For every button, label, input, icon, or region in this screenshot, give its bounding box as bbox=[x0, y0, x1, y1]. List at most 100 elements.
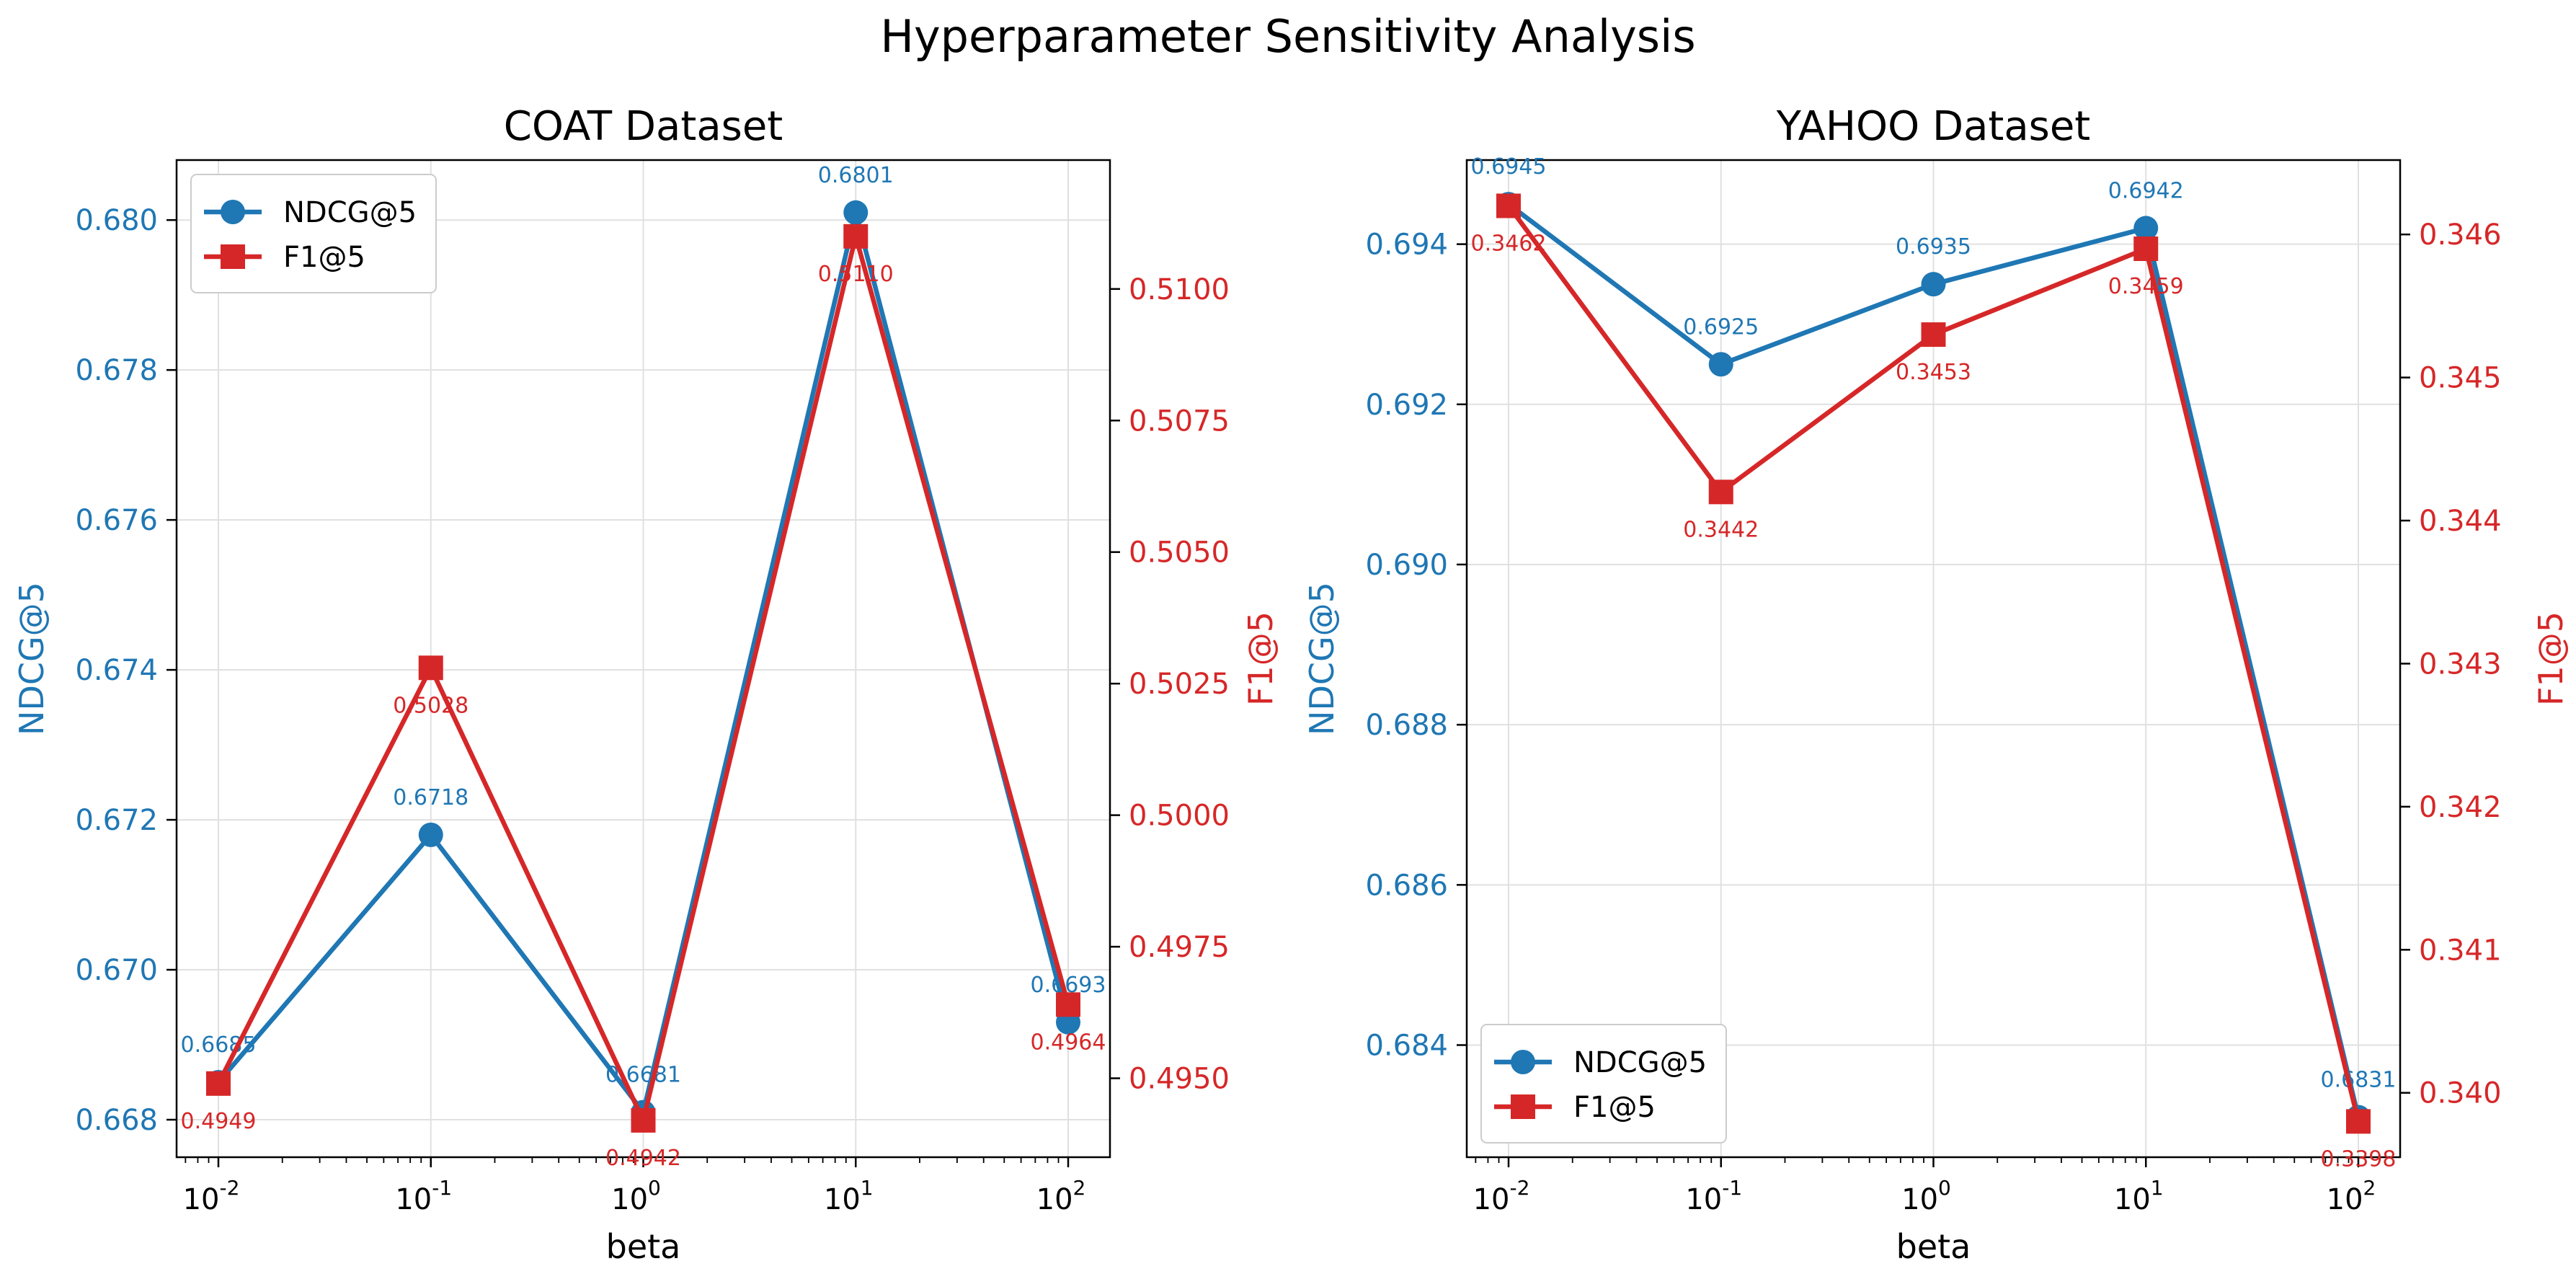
x-axis-ticks: 10-2 10-1 100 101 102 bbox=[1473, 1157, 2376, 1216]
legend: NDCG@5 F1@5 bbox=[1480, 1024, 1727, 1143]
x-tick-exponent: 1 bbox=[861, 1176, 874, 1200]
y-axis-left-ticks: 0.684 0.686 0.688 0.690 0.692 0.694 bbox=[1365, 229, 1467, 1062]
legend-box bbox=[1480, 1024, 1727, 1143]
legend-marker bbox=[1511, 1050, 1535, 1074]
data-label: 0.5028 bbox=[393, 693, 468, 718]
legend-label: NDCG@5 bbox=[283, 196, 417, 229]
data-label: 0.3442 bbox=[1683, 517, 1759, 542]
plot-frame bbox=[175, 159, 1111, 1159]
data-label: 0.4949 bbox=[181, 1109, 257, 1134]
data-point bbox=[1708, 352, 1733, 377]
y-right-tick-label: 0.5050 bbox=[1129, 536, 1230, 570]
x-tick-exponent: -2 bbox=[1509, 1176, 1529, 1200]
data-label: 0.6945 bbox=[1471, 154, 1547, 180]
data-label: 0.4964 bbox=[1031, 1030, 1106, 1055]
x-axis-ticks: 10-2 10-1 100 101 102 bbox=[183, 1157, 1086, 1216]
data-point bbox=[418, 655, 443, 681]
data-label: 0.6935 bbox=[1896, 234, 1971, 260]
legend-label: F1@5 bbox=[283, 241, 365, 274]
y-right-tick-label: 0.345 bbox=[2419, 362, 2502, 395]
f1-series: 0.3462 0.3442 0.3453 0.3459 0.3398 bbox=[1471, 193, 2397, 1172]
y-left-tick-label: 0.690 bbox=[1365, 549, 1448, 582]
y-axis-right-ticks: 0.4950 0.4975 0.5000 0.5025 0.5050 0.5075 0.51… bbox=[1110, 273, 1230, 1096]
y-right-tick-label: 0.5025 bbox=[1129, 668, 1230, 701]
x-tick-label: 100 bbox=[611, 1176, 661, 1216]
data-label: 0.3398 bbox=[2321, 1146, 2397, 1172]
y-right-tick-label: 0.5075 bbox=[1129, 404, 1230, 438]
y-left-tick-label: 0.672 bbox=[75, 804, 158, 837]
data-label: 0.5110 bbox=[818, 262, 894, 287]
x-tick-exponent: -1 bbox=[1722, 1176, 1742, 1200]
y-right-axis-label: F1@5 bbox=[2531, 611, 2570, 706]
data-label: 0.4942 bbox=[605, 1146, 681, 1171]
y-left-tick-label: 0.670 bbox=[75, 954, 158, 987]
ndcg-series: 0.6945 0.6925 0.6935 0.6942 0.6831 bbox=[1471, 154, 2397, 1130]
data-point bbox=[1708, 479, 1733, 505]
x-tick-exponent: 0 bbox=[648, 1176, 661, 1200]
data-point bbox=[843, 200, 869, 225]
data-point bbox=[206, 1071, 231, 1096]
y-right-tick-label: 0.4975 bbox=[1129, 931, 1230, 964]
y-right-tick-label: 0.5000 bbox=[1129, 800, 1230, 833]
data-point bbox=[1056, 992, 1080, 1017]
y-right-tick-label: 0.340 bbox=[2419, 1077, 2502, 1110]
figure-title: Hyperparameter Sensitivity Analysis bbox=[880, 10, 1695, 63]
x-tick-exponent: 2 bbox=[1073, 1176, 1086, 1200]
x-tick-exponent: 0 bbox=[1938, 1176, 1951, 1200]
x-tick-label: 10-2 bbox=[1473, 1176, 1530, 1216]
data-label: 0.6925 bbox=[1683, 314, 1759, 340]
x-tick-label: 10-2 bbox=[183, 1176, 240, 1216]
y-right-tick-label: 0.344 bbox=[2419, 505, 2502, 538]
x-axis-label: beta bbox=[1896, 1227, 1971, 1266]
data-label: 0.3459 bbox=[2108, 274, 2184, 299]
data-point bbox=[1496, 193, 1521, 218]
y-right-tick-label: 0.343 bbox=[2419, 647, 2502, 681]
data-point bbox=[843, 224, 869, 249]
x-tick-exponent: -2 bbox=[219, 1176, 239, 1200]
y-left-tick-label: 0.686 bbox=[1365, 869, 1448, 902]
legend: NDCG@5 F1@5 bbox=[190, 174, 437, 293]
x-tick-label: 101 bbox=[824, 1176, 874, 1216]
data-point bbox=[631, 1107, 656, 1133]
y-right-tick-label: 0.342 bbox=[2419, 791, 2502, 824]
plot-frame bbox=[1465, 159, 2402, 1159]
x-tick-label: 102 bbox=[1036, 1176, 1086, 1216]
legend-box bbox=[190, 174, 437, 293]
y-left-tick-label: 0.674 bbox=[75, 654, 158, 687]
data-point bbox=[2346, 1109, 2371, 1134]
y-right-tick-label: 0.5100 bbox=[1129, 273, 1230, 306]
x-tick-label: 10-1 bbox=[1685, 1176, 1742, 1216]
chart-title: COAT Dataset bbox=[504, 103, 783, 150]
data-point bbox=[1921, 322, 1946, 348]
data-label: 0.3462 bbox=[1471, 231, 1547, 256]
data-label: 0.6718 bbox=[393, 785, 468, 810]
y-right-tick-label: 0.346 bbox=[2419, 218, 2502, 252]
y-left-tick-label: 0.668 bbox=[75, 1104, 158, 1137]
y-left-tick-label: 0.694 bbox=[1365, 229, 1448, 262]
y-left-axis-label: NDCG@5 bbox=[1302, 582, 1341, 735]
x-axis-label: beta bbox=[606, 1227, 681, 1266]
legend-label: F1@5 bbox=[1573, 1091, 1656, 1124]
y-left-tick-label: 0.688 bbox=[1365, 709, 1448, 742]
legend-marker bbox=[221, 244, 245, 269]
data-point bbox=[2133, 216, 2159, 241]
x-tick-label: 10-1 bbox=[395, 1176, 452, 1216]
data-label: 0.6942 bbox=[2108, 178, 2184, 203]
chart-title: YAHOO Dataset bbox=[1776, 103, 2091, 150]
data-label: 0.6831 bbox=[2321, 1067, 2397, 1092]
y-right-tick-label: 0.4950 bbox=[1129, 1063, 1230, 1096]
y-axis-left-ticks: 0.668 0.670 0.672 0.674 0.676 0.678 0.680 bbox=[75, 204, 177, 1137]
x-tick-label: 100 bbox=[1901, 1176, 1951, 1216]
y-right-axis-label: F1@5 bbox=[1241, 611, 1280, 706]
legend-marker bbox=[1511, 1094, 1535, 1119]
y-left-tick-label: 0.676 bbox=[75, 504, 158, 537]
data-label: 0.6801 bbox=[818, 163, 894, 188]
legend-marker bbox=[221, 200, 245, 224]
y-right-tick-label: 0.341 bbox=[2419, 934, 2502, 967]
x-tick-exponent: -1 bbox=[432, 1176, 452, 1200]
data-point bbox=[418, 822, 443, 847]
y-left-tick-label: 0.678 bbox=[75, 354, 158, 387]
